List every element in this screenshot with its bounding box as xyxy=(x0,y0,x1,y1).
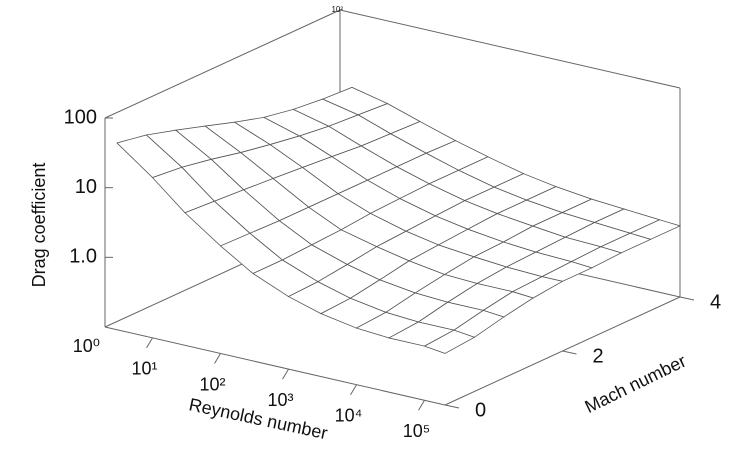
x-tick-label: 10² xyxy=(200,374,226,394)
x-tick-label: 10⁴ xyxy=(335,405,363,425)
box-edge xyxy=(339,9,681,89)
z-axis-label: Drag coefficient xyxy=(29,163,49,288)
y-tick-label: 4 xyxy=(710,291,721,313)
y-tick-label: 0 xyxy=(475,399,486,421)
box-edge xyxy=(104,9,341,119)
corner-label: 10² xyxy=(331,5,343,14)
z-tick-label: 100 xyxy=(64,106,97,128)
x-tick xyxy=(146,337,153,349)
x-tick xyxy=(350,384,357,395)
floor-label: 10⁰ xyxy=(73,336,100,356)
y-tick xyxy=(444,404,460,409)
x-tick-label: 10³ xyxy=(268,390,294,410)
y-tick xyxy=(562,350,577,355)
y-tick-label: 2 xyxy=(593,345,604,367)
x-tick-label: 10⁵ xyxy=(403,421,430,441)
x-axis-label: Reynolds number xyxy=(187,394,329,443)
x-tick xyxy=(282,368,289,380)
box-edge xyxy=(104,326,446,406)
y-tick xyxy=(679,296,695,301)
surface-cell xyxy=(423,329,476,354)
x-tick xyxy=(418,400,425,411)
z-tick-label: 10 xyxy=(75,176,97,198)
z-tick-label: 1.0 xyxy=(69,246,97,268)
x-tick xyxy=(214,353,221,364)
x-tick-label: 10¹ xyxy=(132,359,158,379)
